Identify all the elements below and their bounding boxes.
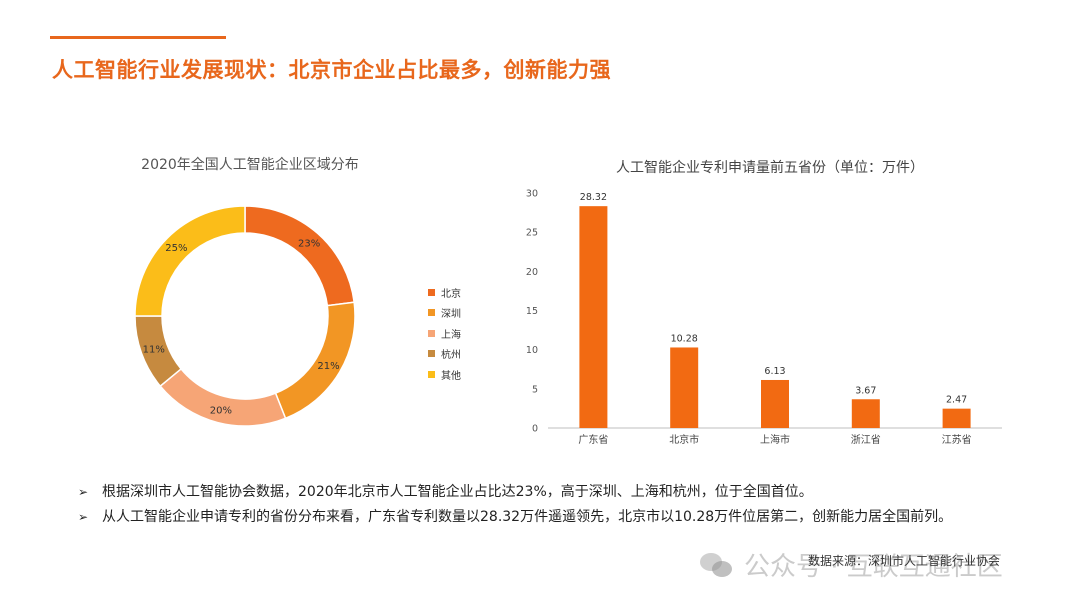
- x-tick-label: 浙江省: [851, 433, 881, 446]
- page-title: 人工智能行业发展现状：北京市企业占比最多，创新能力强: [52, 58, 611, 82]
- bar: [579, 206, 608, 428]
- y-tick-label: 25: [526, 228, 538, 239]
- legend-item: 深圳: [428, 303, 461, 324]
- y-tick-label: 20: [526, 267, 538, 278]
- bar: [851, 399, 880, 428]
- legend-swatch: [428, 370, 435, 378]
- donut-chart-title: 2020年全国人工智能企业区域分布: [141, 157, 359, 173]
- bar-data-label: 10.28: [671, 333, 698, 344]
- donut-slice-label: 11%: [143, 344, 165, 355]
- bullet-item: ➢ 根据深圳市人工智能协会数据，2020年北京市人工智能企业占比达23%，高于深…: [78, 480, 1018, 505]
- y-tick-label: 30: [526, 189, 538, 200]
- source-note: 数据来源：深圳市人工智能行业协会: [808, 554, 1001, 568]
- y-tick-label: 0: [532, 424, 538, 435]
- donut-legend: 北京深圳上海杭州其他: [428, 282, 461, 385]
- x-tick-label: 广东省: [578, 433, 608, 446]
- bullet-item: ➢ 从人工智能企业申请专利的省份分布来看，广东省专利数量以28.32万件遥遥领先…: [78, 505, 1018, 530]
- legend-label: 深圳: [441, 309, 461, 321]
- legend-swatch: [428, 288, 435, 296]
- bar-chart-title: 人工智能企业专利申请量前五省份（单位：万件）: [616, 160, 924, 176]
- legend-label: 上海: [441, 329, 461, 341]
- donut-slice: [244, 205, 355, 307]
- y-tick-label: 10: [526, 345, 538, 356]
- donut-slice-label: 20%: [210, 405, 232, 416]
- bullet-arrow-icon: ➢: [78, 510, 89, 524]
- legend-item: 北京: [428, 282, 461, 303]
- donut-slice: [134, 205, 246, 317]
- legend-label: 北京: [441, 288, 461, 300]
- bullet-text: 从人工智能企业申请专利的省份分布来看，广东省专利数量以28.32万件遥遥领先，北…: [102, 509, 953, 525]
- bullet-list: ➢ 根据深圳市人工智能协会数据，2020年北京市人工智能企业占比达23%，高于深…: [78, 480, 1018, 530]
- x-tick-label: 北京市: [669, 433, 699, 446]
- bar: [761, 379, 789, 428]
- watermark-text: 公众号 · 互联互通社区: [744, 552, 1003, 582]
- bullet-arrow-icon: ➢: [78, 485, 89, 499]
- bullet-text: 根据深圳市人工智能协会数据，2020年北京市人工智能企业占比达23%，高于深圳、…: [102, 484, 813, 500]
- y-tick-label: 5: [532, 384, 538, 395]
- y-tick-label: 15: [526, 306, 538, 317]
- bar-data-label: 6.13: [764, 366, 785, 377]
- legend-swatch: [428, 309, 435, 317]
- legend-label: 杭州: [441, 350, 461, 362]
- donut-slice: [274, 301, 356, 420]
- x-tick-label: 上海市: [760, 433, 790, 446]
- bar-data-label: 28.32: [580, 192, 607, 203]
- donut-slice-label: 23%: [298, 239, 320, 250]
- legend-item: 杭州: [428, 344, 461, 365]
- bar: [942, 408, 971, 428]
- title-accent-line: [50, 36, 226, 39]
- legend-item: 其他: [428, 364, 461, 385]
- bar-data-label: 2.47: [946, 395, 967, 406]
- donut-slice-label: 21%: [317, 361, 339, 372]
- legend-swatch: [428, 350, 435, 358]
- donut-slice-label: 25%: [165, 243, 187, 254]
- legend-label: 其他: [441, 370, 461, 382]
- x-tick-label: 江苏省: [942, 433, 972, 446]
- watermark: 公众号 · 互联互通社区: [700, 546, 1003, 583]
- legend-item: 上海: [428, 323, 461, 344]
- donut-slice: [159, 367, 287, 427]
- wechat-icon: [700, 551, 734, 579]
- bar: [670, 347, 699, 428]
- legend-swatch: [428, 329, 435, 337]
- bar-data-label: 3.67: [855, 385, 876, 396]
